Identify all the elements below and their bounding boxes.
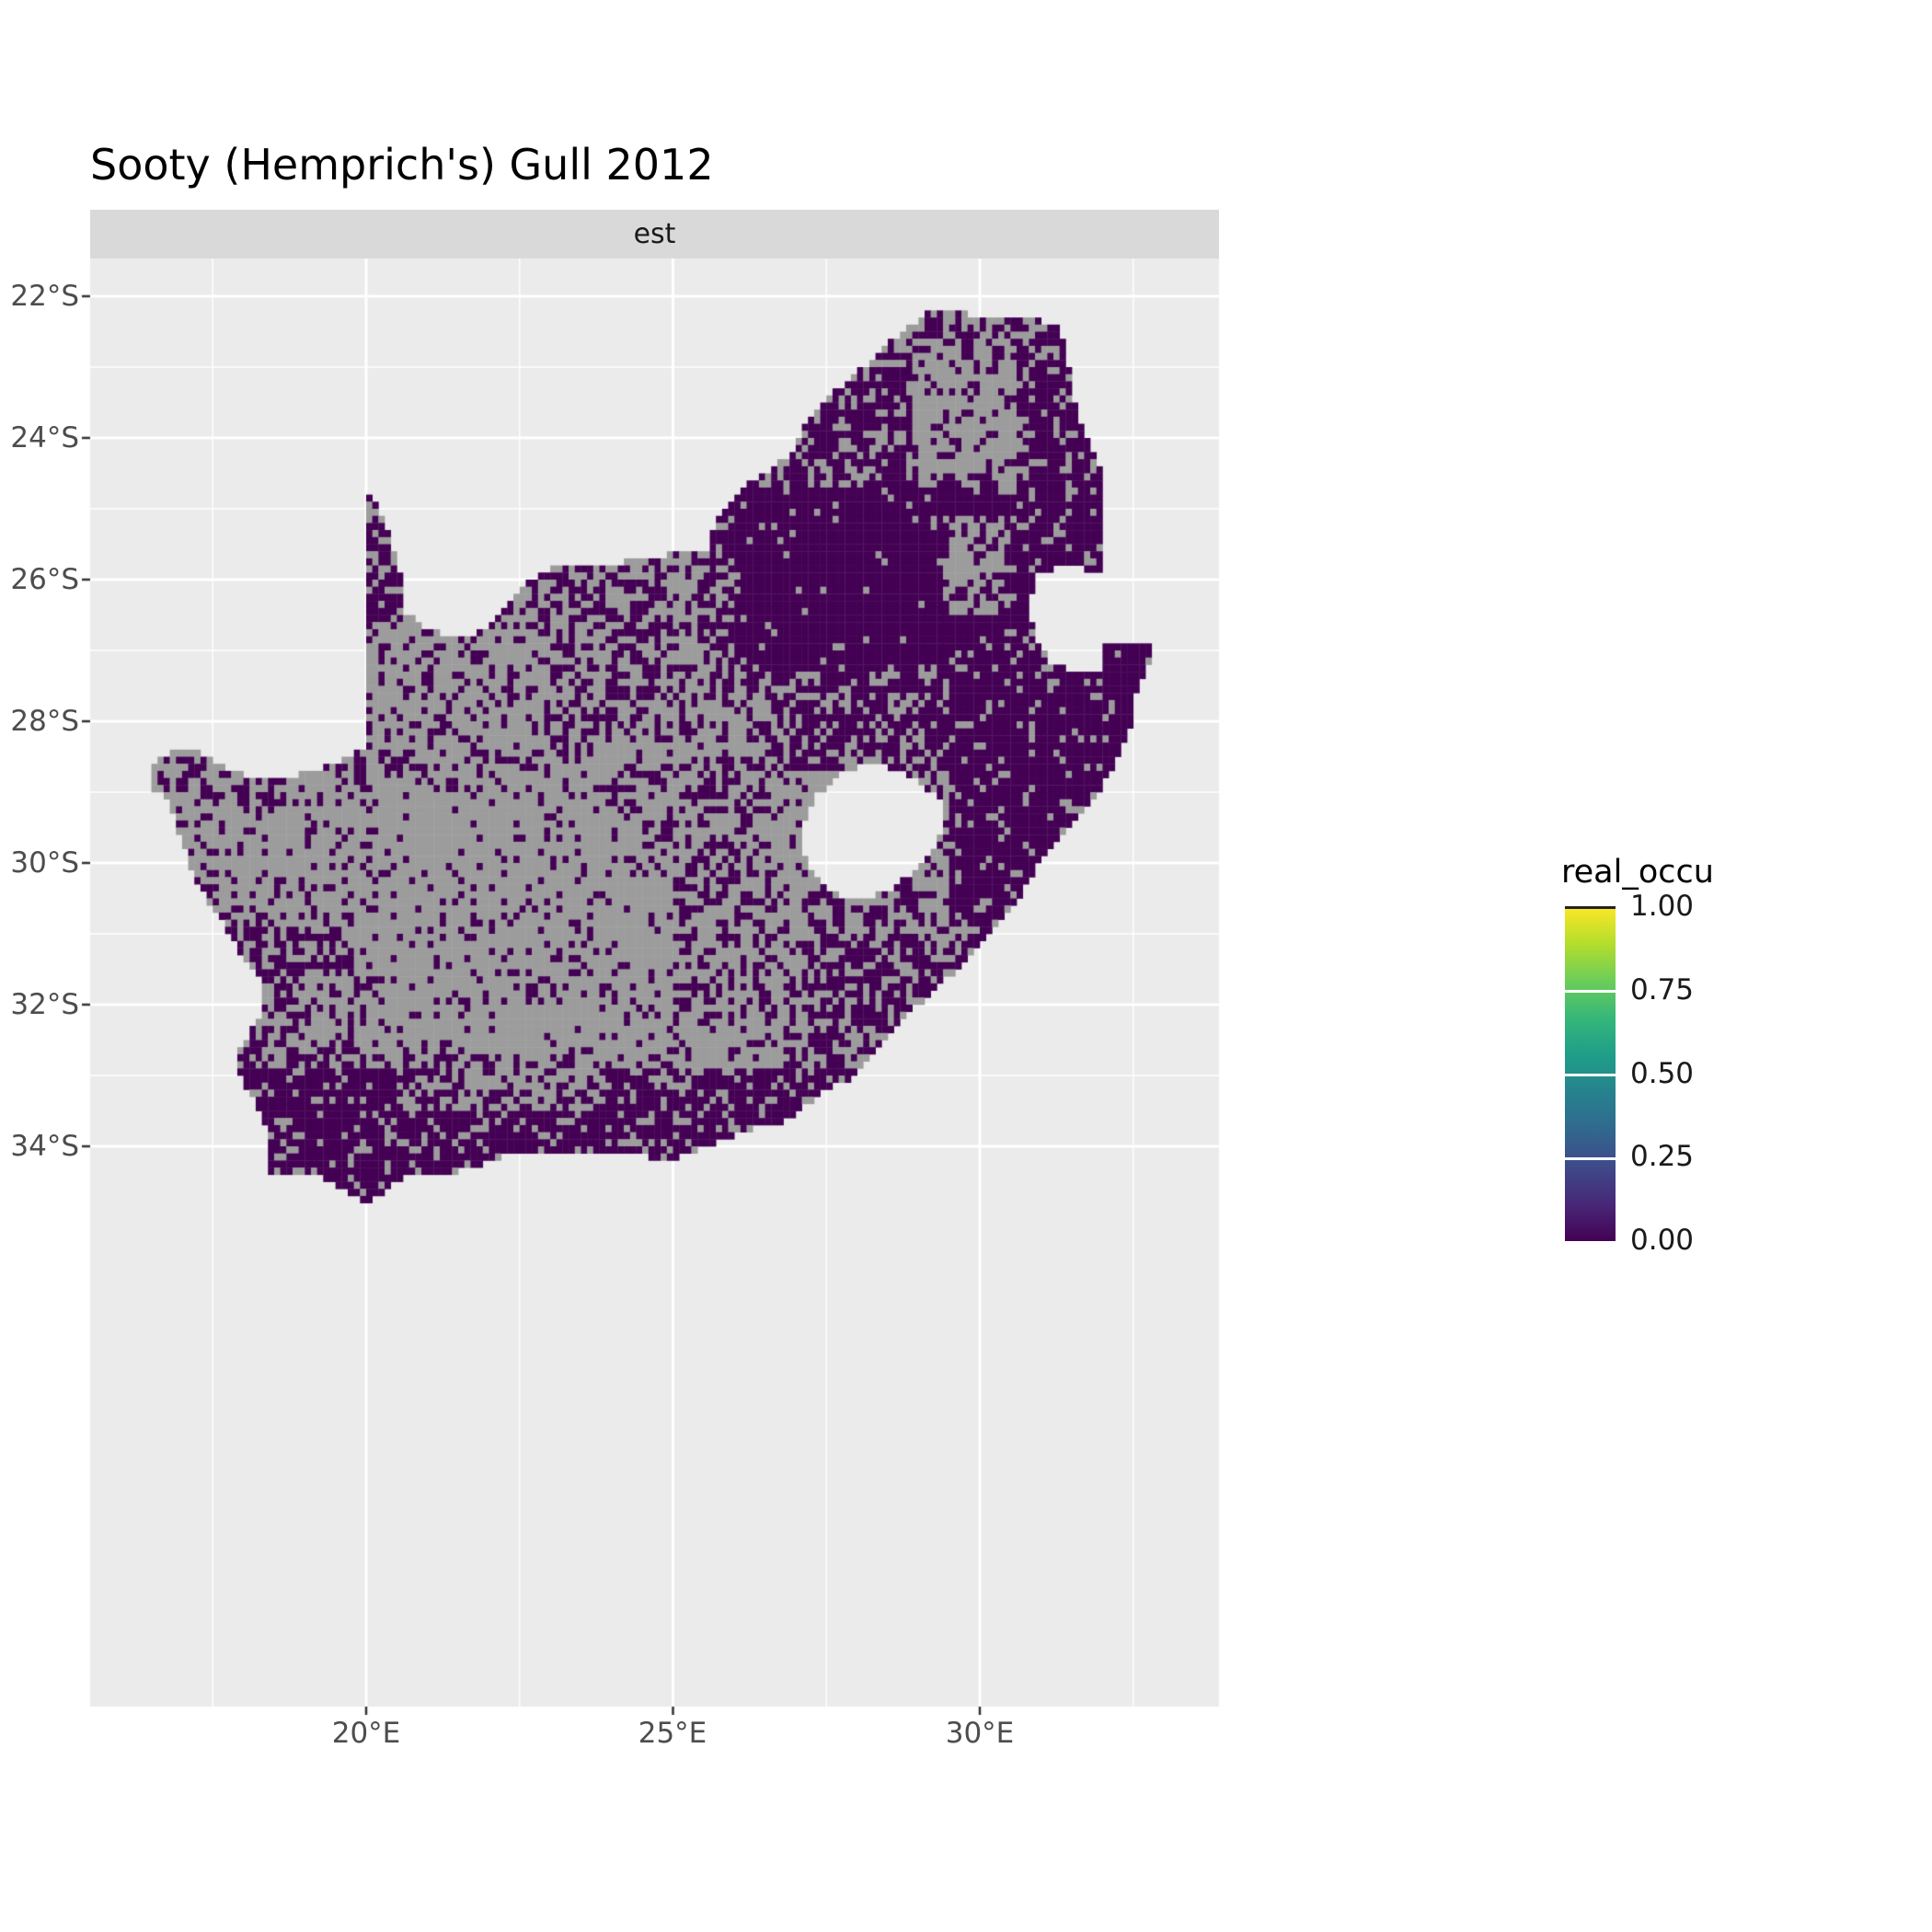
legend-tick-mark (1565, 990, 1616, 993)
x-axis-label: 30°E (945, 1717, 1015, 1750)
plot-title: Sooty (Hemprich's) Gull 2012 (90, 140, 714, 190)
legend-label: 0.00 (1630, 1224, 1695, 1257)
legend-title: real_occu (1561, 854, 1714, 891)
legend-tick-mark (1565, 906, 1616, 909)
y-axis-label: 26°S (10, 563, 79, 596)
legend-label: 1.00 (1630, 890, 1695, 923)
legend-label: 0.75 (1630, 973, 1695, 1006)
x-axis-label: 25°E (638, 1717, 707, 1750)
facet-label: est (633, 218, 676, 250)
x-axis-label: 20°E (331, 1717, 401, 1750)
y-axis-label: 28°S (10, 705, 79, 738)
y-axis-label: 32°S (10, 988, 79, 1021)
legend-tick-mark (1565, 1157, 1616, 1160)
legend-tick-mark (1565, 1074, 1616, 1076)
legend-label: 0.50 (1630, 1057, 1695, 1090)
y-axis-label: 24°S (10, 421, 79, 454)
y-axis-label: 30°S (10, 846, 79, 880)
y-axis-label: 34°S (10, 1130, 79, 1163)
legend-colorbar (1565, 906, 1616, 1241)
facet-strip: est (90, 210, 1219, 259)
y-axis-label: 22°S (10, 280, 79, 313)
legend-label: 0.25 (1630, 1140, 1695, 1173)
